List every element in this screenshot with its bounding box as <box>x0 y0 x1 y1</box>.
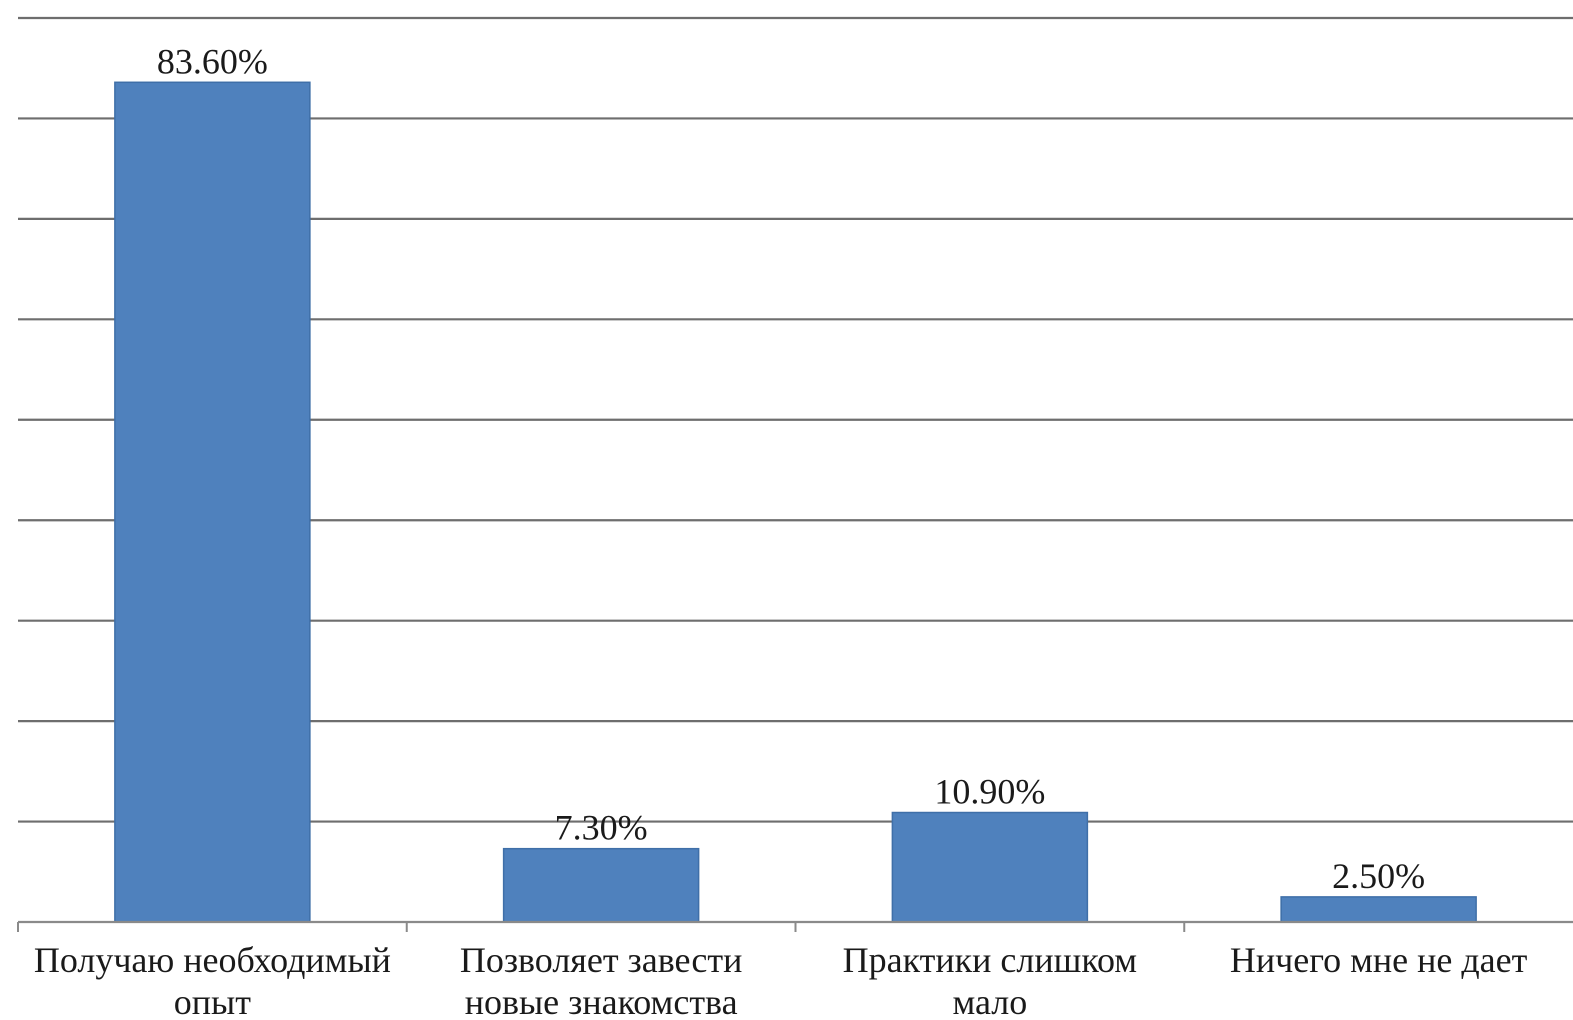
category-label: Позволяет завести новые знакомства <box>460 940 743 1020</box>
bar <box>502 847 700 923</box>
data-label: 83.60% <box>157 41 268 81</box>
category-label: Получаю необходимый опыт <box>34 940 391 1020</box>
data-label: 7.30% <box>555 808 648 848</box>
bar <box>114 81 311 923</box>
data-labels: 83.60% 7.30% 10.90% 2.50% <box>157 41 1425 896</box>
category-label: Ничего мне не дает <box>1230 940 1528 980</box>
data-label: 10.90% <box>934 772 1045 812</box>
data-label: 2.50% <box>1332 856 1425 896</box>
category-labels: Получаю необходимый опыт Позволяет завести… <box>34 940 1528 1020</box>
bars <box>114 81 1477 923</box>
bar <box>891 811 1089 923</box>
bar <box>1280 896 1477 923</box>
x-axis <box>17 920 1573 932</box>
category-label: Практики слишком мало <box>843 940 1137 1020</box>
